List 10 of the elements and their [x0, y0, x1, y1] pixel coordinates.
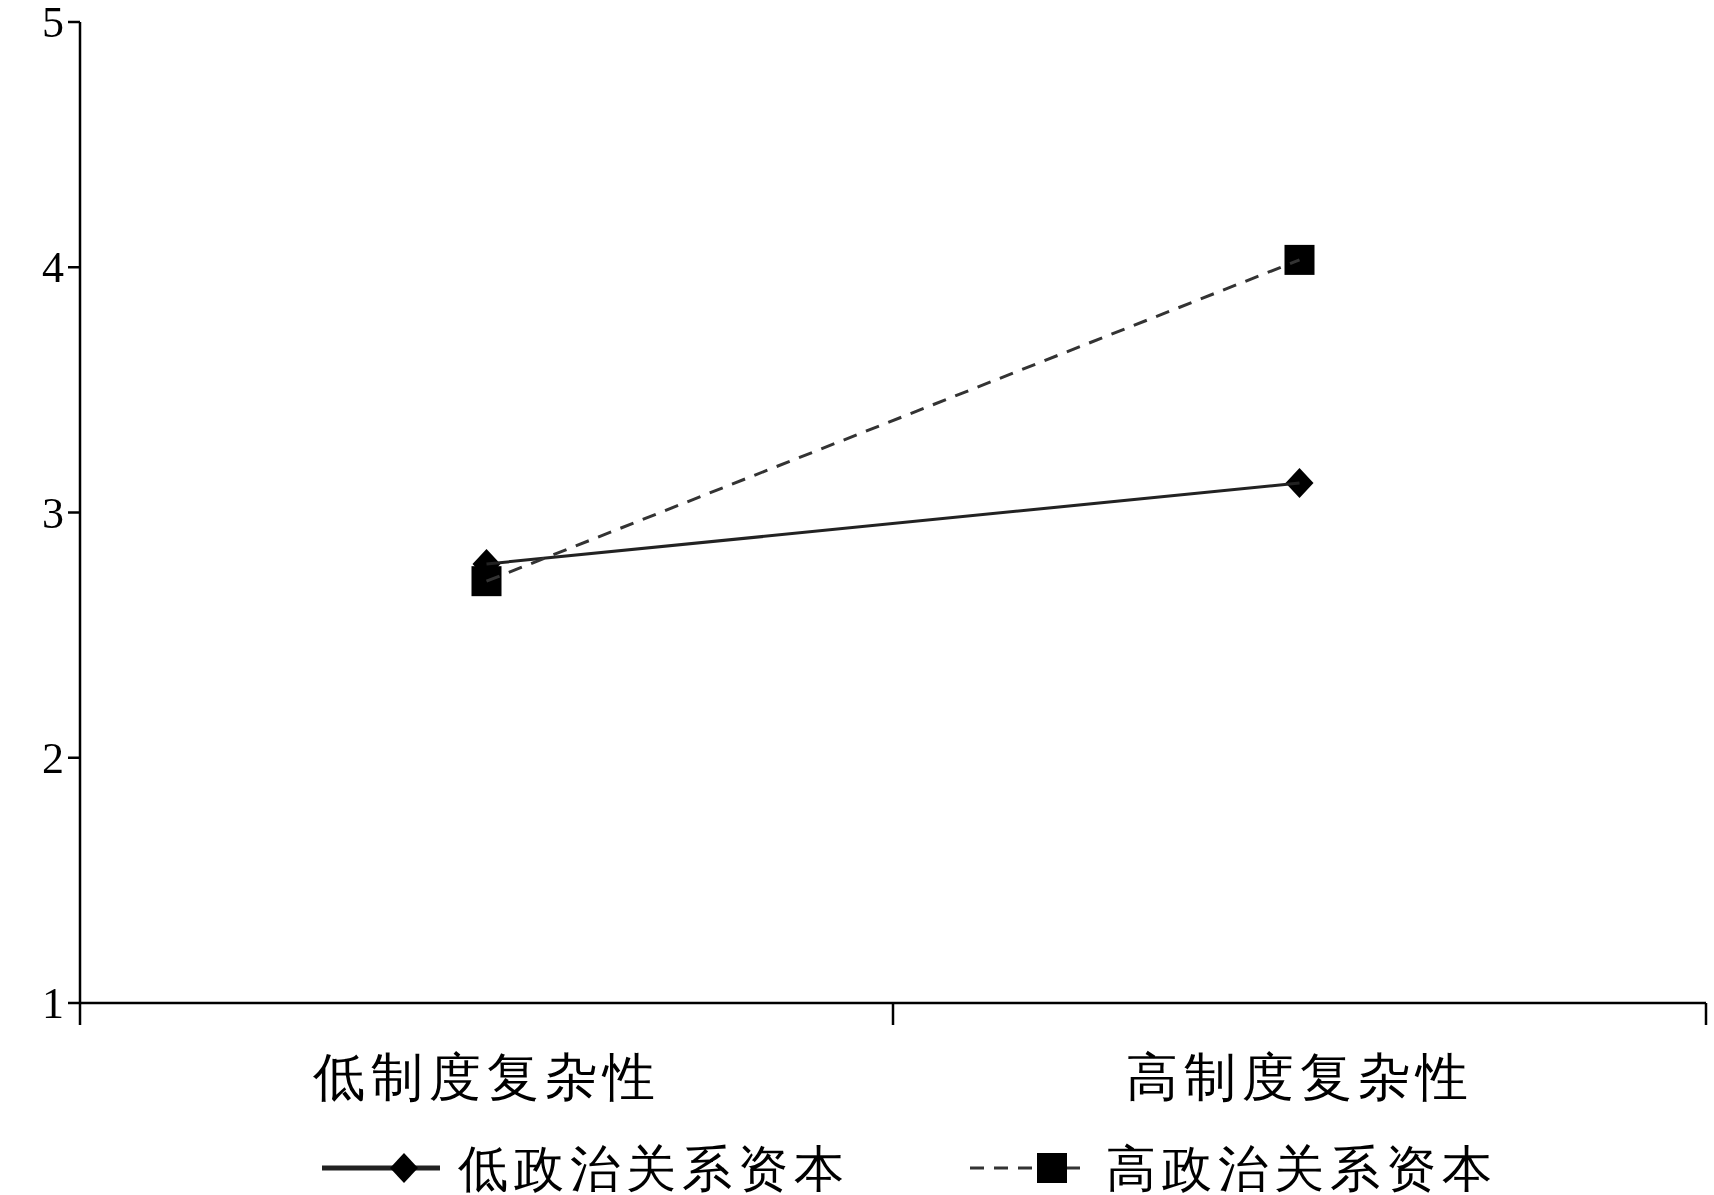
y-tick-label: 3 [42, 488, 64, 538]
legend-label: 高政治关系资本 [1106, 1141, 1498, 1195]
y-tick-label: 5 [42, 0, 64, 47]
point [1285, 468, 1314, 499]
y-tick-label: 2 [42, 733, 64, 783]
x-tick-label: 高制度复杂性 [1125, 1049, 1474, 1106]
y-tick-label: 1 [42, 979, 64, 1028]
legend-label: 低政治关系资本 [458, 1141, 850, 1195]
x-tick-label: 低制度复杂性 [312, 1049, 661, 1106]
y-tick-label: 4 [42, 243, 64, 293]
